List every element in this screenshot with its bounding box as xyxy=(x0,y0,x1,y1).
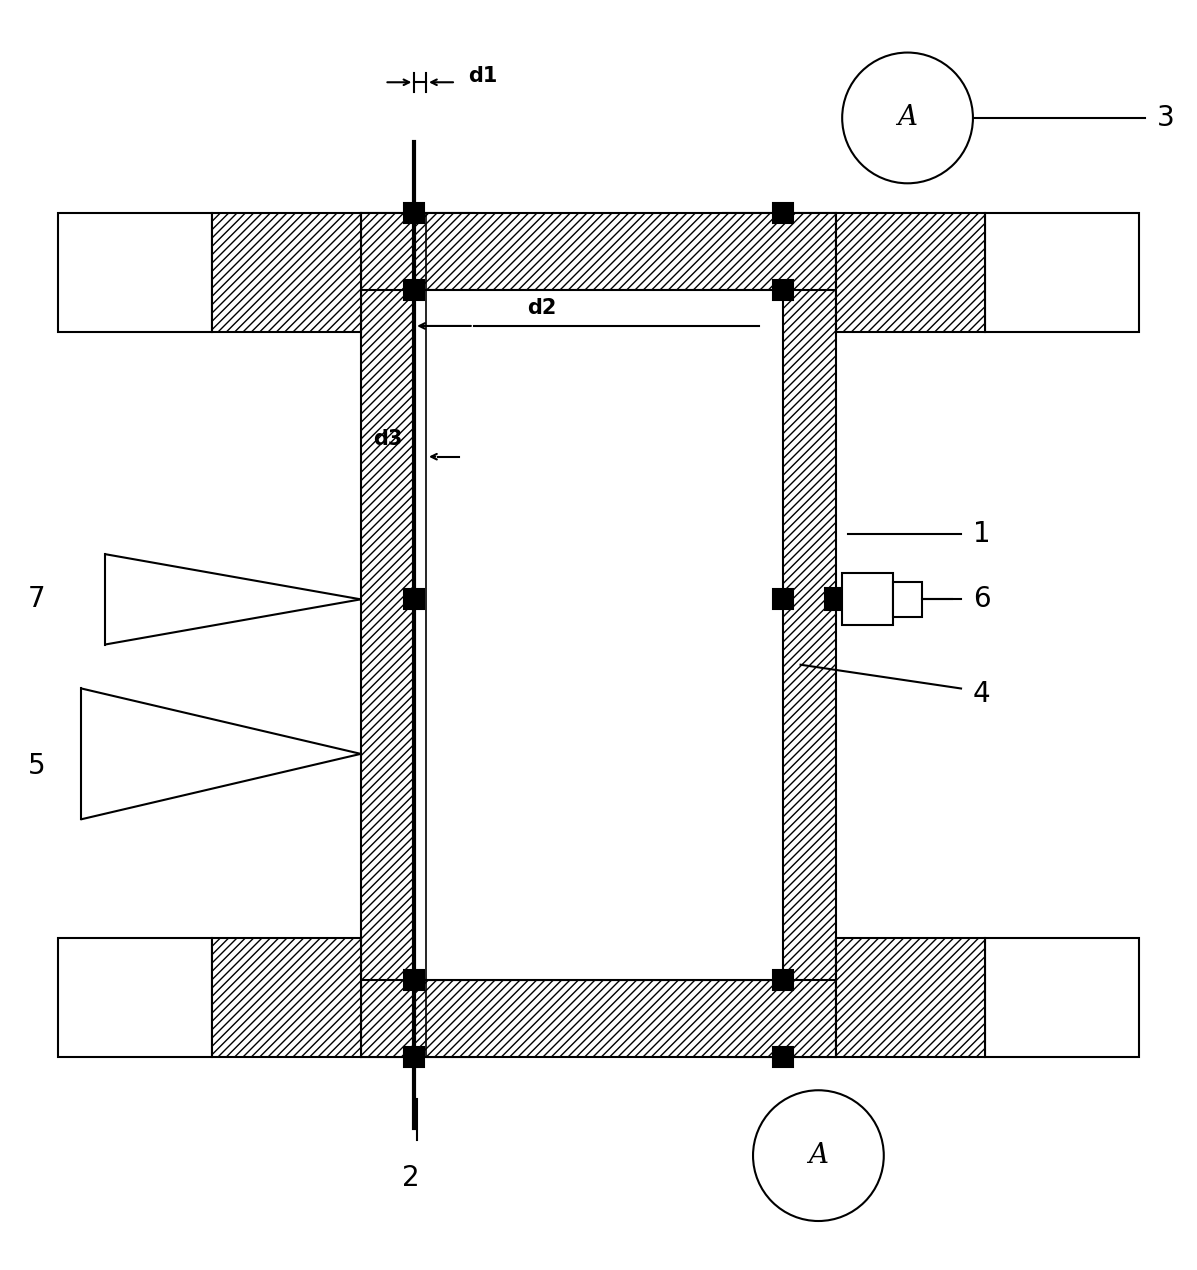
Bar xyxy=(772,281,792,301)
Bar xyxy=(893,582,922,617)
Bar xyxy=(405,969,425,989)
Circle shape xyxy=(843,52,973,183)
Bar xyxy=(772,589,792,610)
Bar xyxy=(405,1046,425,1067)
Bar xyxy=(985,939,1140,1057)
Text: 3: 3 xyxy=(1157,104,1175,132)
Bar xyxy=(360,979,837,1057)
Text: d3: d3 xyxy=(372,429,402,448)
Bar xyxy=(57,213,212,331)
Text: 6: 6 xyxy=(973,585,991,613)
Bar xyxy=(837,213,985,331)
Text: 1: 1 xyxy=(973,519,991,547)
Text: 4: 4 xyxy=(973,681,991,709)
Bar xyxy=(405,203,425,224)
Bar xyxy=(212,939,360,1057)
Bar xyxy=(837,939,985,1057)
Bar xyxy=(772,1046,792,1067)
Circle shape xyxy=(753,1090,883,1220)
Bar xyxy=(212,213,360,331)
Bar xyxy=(843,573,893,626)
Bar xyxy=(825,588,847,611)
Bar xyxy=(723,213,837,1057)
Bar xyxy=(57,939,212,1057)
Text: 5: 5 xyxy=(28,752,45,780)
Text: d2: d2 xyxy=(527,298,557,318)
Bar xyxy=(772,203,792,224)
Text: 2: 2 xyxy=(402,1165,419,1193)
Bar xyxy=(985,213,1140,331)
Bar xyxy=(405,589,425,610)
Bar xyxy=(405,281,425,301)
Text: d1: d1 xyxy=(468,66,497,86)
Text: A: A xyxy=(898,104,918,131)
Bar xyxy=(772,969,792,989)
Text: 7: 7 xyxy=(28,585,45,613)
Bar xyxy=(414,291,783,979)
Text: A: A xyxy=(808,1142,828,1170)
Bar xyxy=(360,213,474,1057)
Bar xyxy=(360,213,837,291)
